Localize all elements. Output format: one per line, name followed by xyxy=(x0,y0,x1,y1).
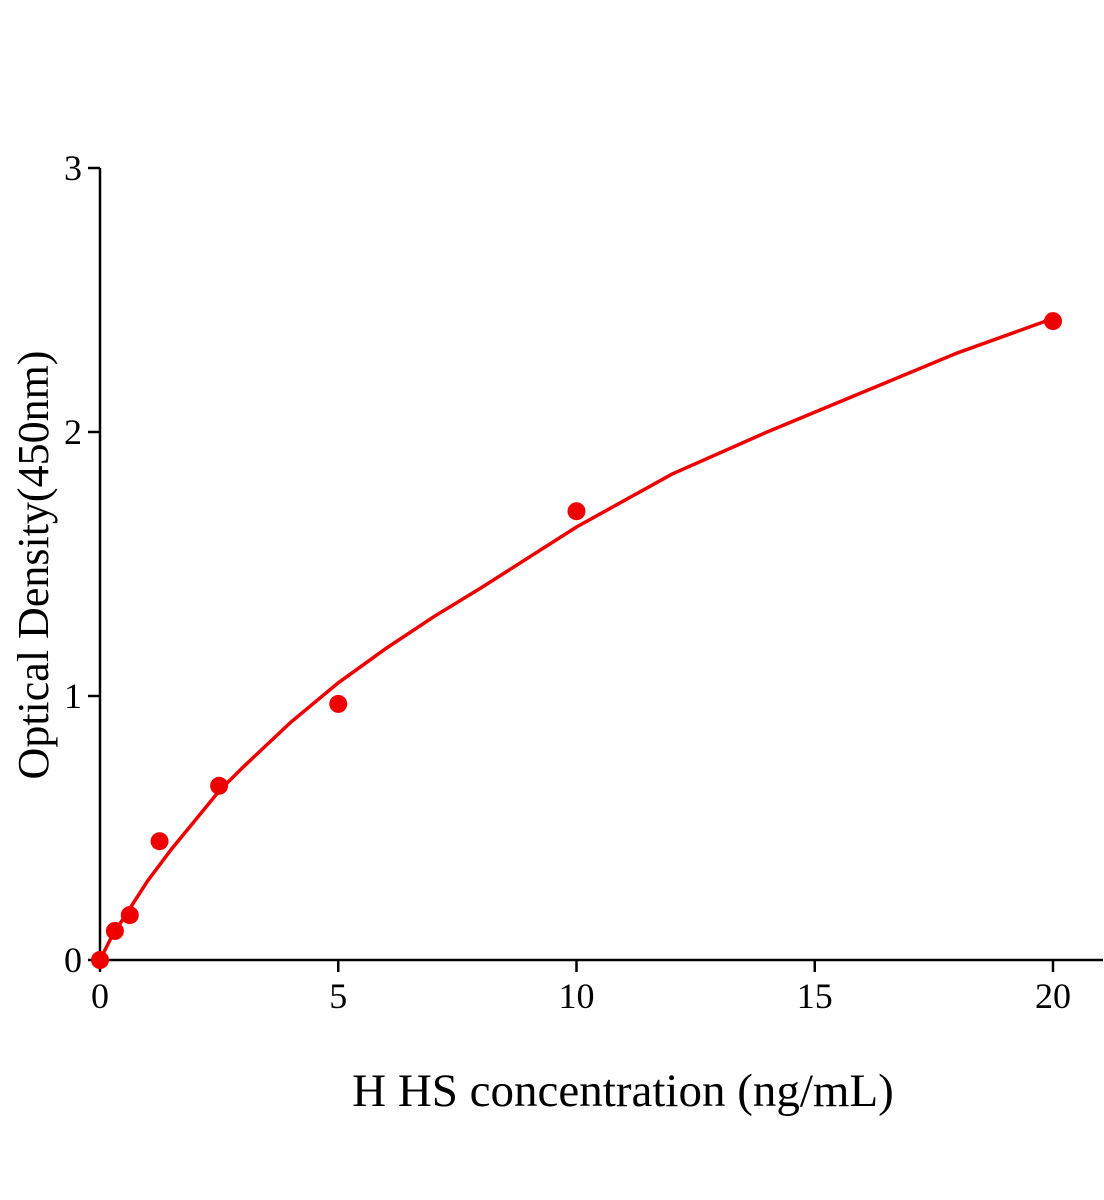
data-point xyxy=(120,906,139,925)
x-tick-label: 0 xyxy=(91,976,109,1016)
y-tick-label: 1 xyxy=(64,676,82,716)
fit-curve xyxy=(98,316,1054,961)
data-point xyxy=(329,694,348,713)
x-axis-label: H HS concentration (ng/mL) xyxy=(352,1065,894,1117)
x-tick-label: 15 xyxy=(797,976,833,1016)
data-point xyxy=(105,921,124,940)
axes: 0 5 10 15 20 0 1 2 3 xyxy=(64,148,1103,1016)
data-point xyxy=(1044,312,1062,331)
x-tick-label: 5 xyxy=(329,976,347,1016)
data-point xyxy=(150,832,169,851)
data-points xyxy=(91,312,1062,969)
data-point xyxy=(210,776,229,795)
y-tick-label: 2 xyxy=(64,412,82,452)
y-tick-label: 0 xyxy=(64,940,82,980)
x-tick-label: 20 xyxy=(1035,976,1071,1016)
y-axis-label: Optical Density(450nm) xyxy=(9,351,58,780)
y-tick-label: 3 xyxy=(64,148,82,188)
x-tick-label: 10 xyxy=(559,976,595,1016)
data-point xyxy=(567,502,586,521)
data-point xyxy=(91,951,109,969)
